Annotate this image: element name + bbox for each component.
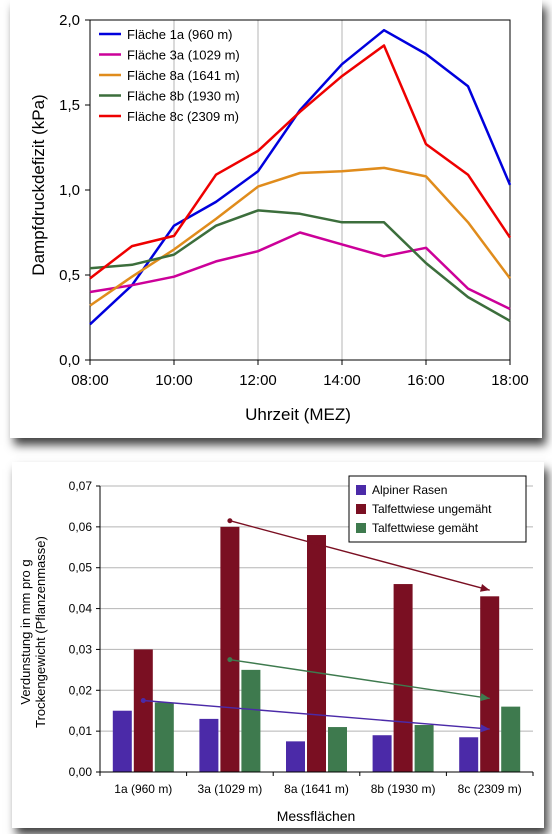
bar (112, 710, 132, 772)
series-line (89, 28, 512, 326)
legend-swatch (356, 504, 366, 514)
legend-entry: Talfettwiese gemäht (372, 521, 479, 535)
bar (154, 702, 174, 772)
x-tick-label: 8a (1641 m) (284, 782, 349, 796)
trend-arrow-head (480, 693, 490, 702)
x-tick-label: 18:00 (491, 372, 529, 389)
y-tick-label: 1,0 (59, 182, 80, 199)
x-axis-label: Messflächen (277, 808, 356, 824)
y-tick-label: 0,00 (69, 765, 93, 779)
bar (307, 535, 326, 772)
legend-entry: Fläche 8c (2309 m) (127, 109, 239, 124)
trend-arrow-head (479, 583, 490, 592)
y-tick-label: 1,5 (59, 97, 80, 114)
x-tick-label: 16:00 (407, 372, 445, 389)
legend-swatch (356, 485, 366, 495)
y-tick-label: 0,02 (69, 683, 93, 697)
bar (414, 725, 434, 772)
bar (372, 735, 392, 772)
bar (501, 706, 521, 772)
y-tick-label: 0,06 (69, 520, 93, 534)
y-tick-label: 0,01 (69, 724, 93, 738)
bar (199, 718, 219, 772)
bar (133, 649, 153, 772)
legend-entry: Fläche 8a (1641 m) (127, 68, 240, 83)
x-tick-label: 3a (1029 m) (198, 782, 263, 796)
plot-frame (89, 19, 511, 361)
y-axis-label-line-2: Trockengewicht (Pflanzenmasse) (33, 536, 48, 728)
bar (480, 596, 500, 772)
legend-entry: Fläche 3a (1029 m) (127, 48, 240, 63)
x-tick-label: 8b (1930 m) (371, 782, 436, 796)
trend-arrow-head (480, 724, 490, 733)
series-line (89, 231, 511, 311)
legend-entry: Fläche 1a (960 m) (127, 27, 233, 42)
y-axis-label-line-1: Verdunstung in mm pro g (18, 559, 33, 704)
series-line (89, 166, 512, 307)
vapor-pressure-deficit-chart: 08:00 10:00 12:00 14:00 16:00 18:00 0,0 0,5 1,0 1… (29, 12, 529, 424)
trend-arrow-line (143, 699, 490, 730)
legend-entry: Talfettwiese ungemäht (372, 502, 492, 516)
bar (241, 669, 261, 772)
legend-box (348, 475, 527, 543)
y-tick-label: 0,04 (69, 602, 93, 616)
y-axis-label: Dampfdruckdefizit (kPa) (29, 94, 48, 275)
bar (328, 727, 347, 772)
legend-entry: Alpiner Rasen (372, 483, 447, 497)
x-axis-label: Uhrzeit (MEZ) (245, 405, 351, 424)
line-chart-panel: 08:00 10:00 12:00 14:00 16:00 18:00 0,0 0,5 1,0 1… (10, 0, 542, 438)
trend-arrow-line (229, 520, 490, 591)
series-line (89, 44, 512, 280)
bar (459, 737, 479, 772)
bar (286, 741, 305, 772)
y-tick-label: 0,5 (59, 267, 80, 284)
bar (393, 584, 413, 772)
y-tick-label: 2,0 (59, 12, 80, 29)
bar-chart-panel: 0,00 0,01 0,02 0,03 0,04 0,05 0,06 0,07 1a (960 … (12, 462, 544, 828)
trend-arrow-line (229, 658, 490, 700)
y-tick-label: 0,03 (69, 642, 93, 656)
y-tick-label: 0,07 (69, 479, 93, 493)
x-tick-label: 8c (2309 m) (458, 782, 522, 796)
y-tick-label: 0,0 (59, 352, 80, 369)
x-tick-label: 08:00 (71, 372, 109, 389)
legend-entry: Fläche 8b (1930 m) (127, 89, 240, 104)
x-tick-label: 10:00 (155, 372, 193, 389)
x-tick-label: 12:00 (239, 372, 277, 389)
y-tick-label: 0,05 (69, 561, 93, 575)
trend-arrow-start (227, 657, 233, 663)
series-line (89, 209, 511, 322)
evaporation-chart: 0,00 0,01 0,02 0,03 0,04 0,05 0,06 0,07 1a (960 … (18, 475, 534, 824)
x-tick-label: 14:00 (323, 372, 361, 389)
legend-swatch (356, 523, 366, 533)
bar (220, 526, 240, 772)
x-tick-label: 1a (960 m) (114, 782, 172, 796)
